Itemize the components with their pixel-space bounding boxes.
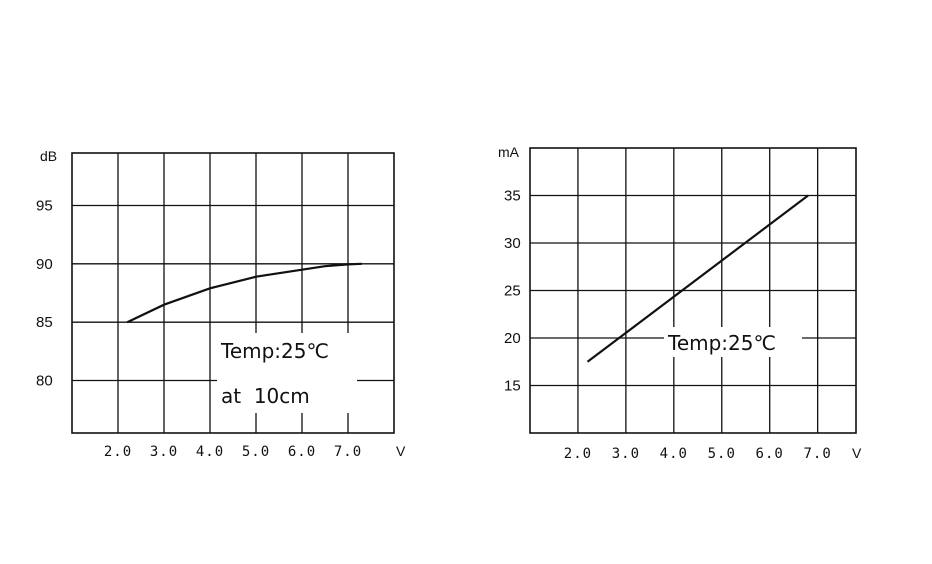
chart1-x-tick-label: 7.0 — [334, 444, 362, 460]
chart1-x-unit: V — [396, 443, 406, 459]
chart1-x-tick-label: 6.0 — [288, 444, 316, 460]
chart2-y-ticks: 35 30 25 20 15 — [504, 188, 521, 395]
chart1-y-ticks: 95 90 85 80 — [36, 198, 53, 390]
chart1-y-tick-label: 95 — [36, 198, 53, 215]
chart2-y-tick-label: 25 — [504, 283, 521, 300]
chart2-y-tick-label: 35 — [504, 188, 521, 205]
chart2-x-tick-label: 7.0 — [803, 446, 831, 462]
chart2-y-tick-label: 20 — [504, 330, 521, 347]
chart2-x-tick-label: 2.0 — [564, 446, 592, 462]
chart2-x-ticks: 2.0 3.0 4.0 5.0 6.0 7.0 — [564, 446, 831, 462]
chart1-y-unit: dB — [40, 148, 57, 164]
chart1-x-tick-label: 4.0 — [196, 444, 224, 460]
chart1-x-ticks: 2.0 3.0 4.0 5.0 6.0 7.0 — [104, 444, 362, 460]
chart2-y-unit: mA — [498, 144, 520, 160]
chart2-x-tick-label: 5.0 — [708, 446, 736, 462]
chart1-y-tick-label: 85 — [36, 314, 53, 331]
chart2-y-tick-label: 30 — [504, 235, 521, 252]
chart1-x-tick-label: 3.0 — [150, 444, 178, 460]
chart1-annotation-temp: Temp:25℃ — [220, 339, 329, 363]
chart1-annotation-distance: at 10cm — [221, 384, 310, 408]
chart1-annotation-bg — [217, 333, 357, 413]
chart1-x-tick-label: 2.0 — [104, 444, 132, 460]
chart2-annotation-temp: Temp:25℃ — [667, 331, 776, 355]
chart2-x-tick-label: 4.0 — [660, 446, 688, 462]
chart2-annotation-bg — [664, 327, 802, 357]
chart2-x-unit: V — [852, 445, 862, 461]
chart1-x-tick-label: 5.0 — [242, 444, 270, 460]
chart1-frame — [71, 152, 395, 434]
chart2-grid — [530, 148, 856, 433]
chart2-frame — [529, 147, 857, 434]
chart2-series-line — [586, 194, 809, 363]
chart2-x-tick-label: 6.0 — [756, 446, 784, 462]
chart2-y-tick-label: 15 — [504, 378, 521, 395]
chart-db-vs-voltage: dB V 95 90 85 80 2.0 3.0 4.0 5.0 6.0 7.0 Temp:25… — [36, 148, 406, 460]
chart2-x-tick-label: 3.0 — [612, 446, 640, 462]
chart1-series-line — [126, 262, 362, 324]
chart1-y-tick-label: 80 — [36, 373, 53, 390]
chart1-y-tick-label: 90 — [36, 256, 53, 273]
chart-ma-vs-voltage: mA V 35 30 25 20 15 2.0 3.0 4.0 5.0 6.0 7.0 Temp:… — [498, 144, 862, 462]
